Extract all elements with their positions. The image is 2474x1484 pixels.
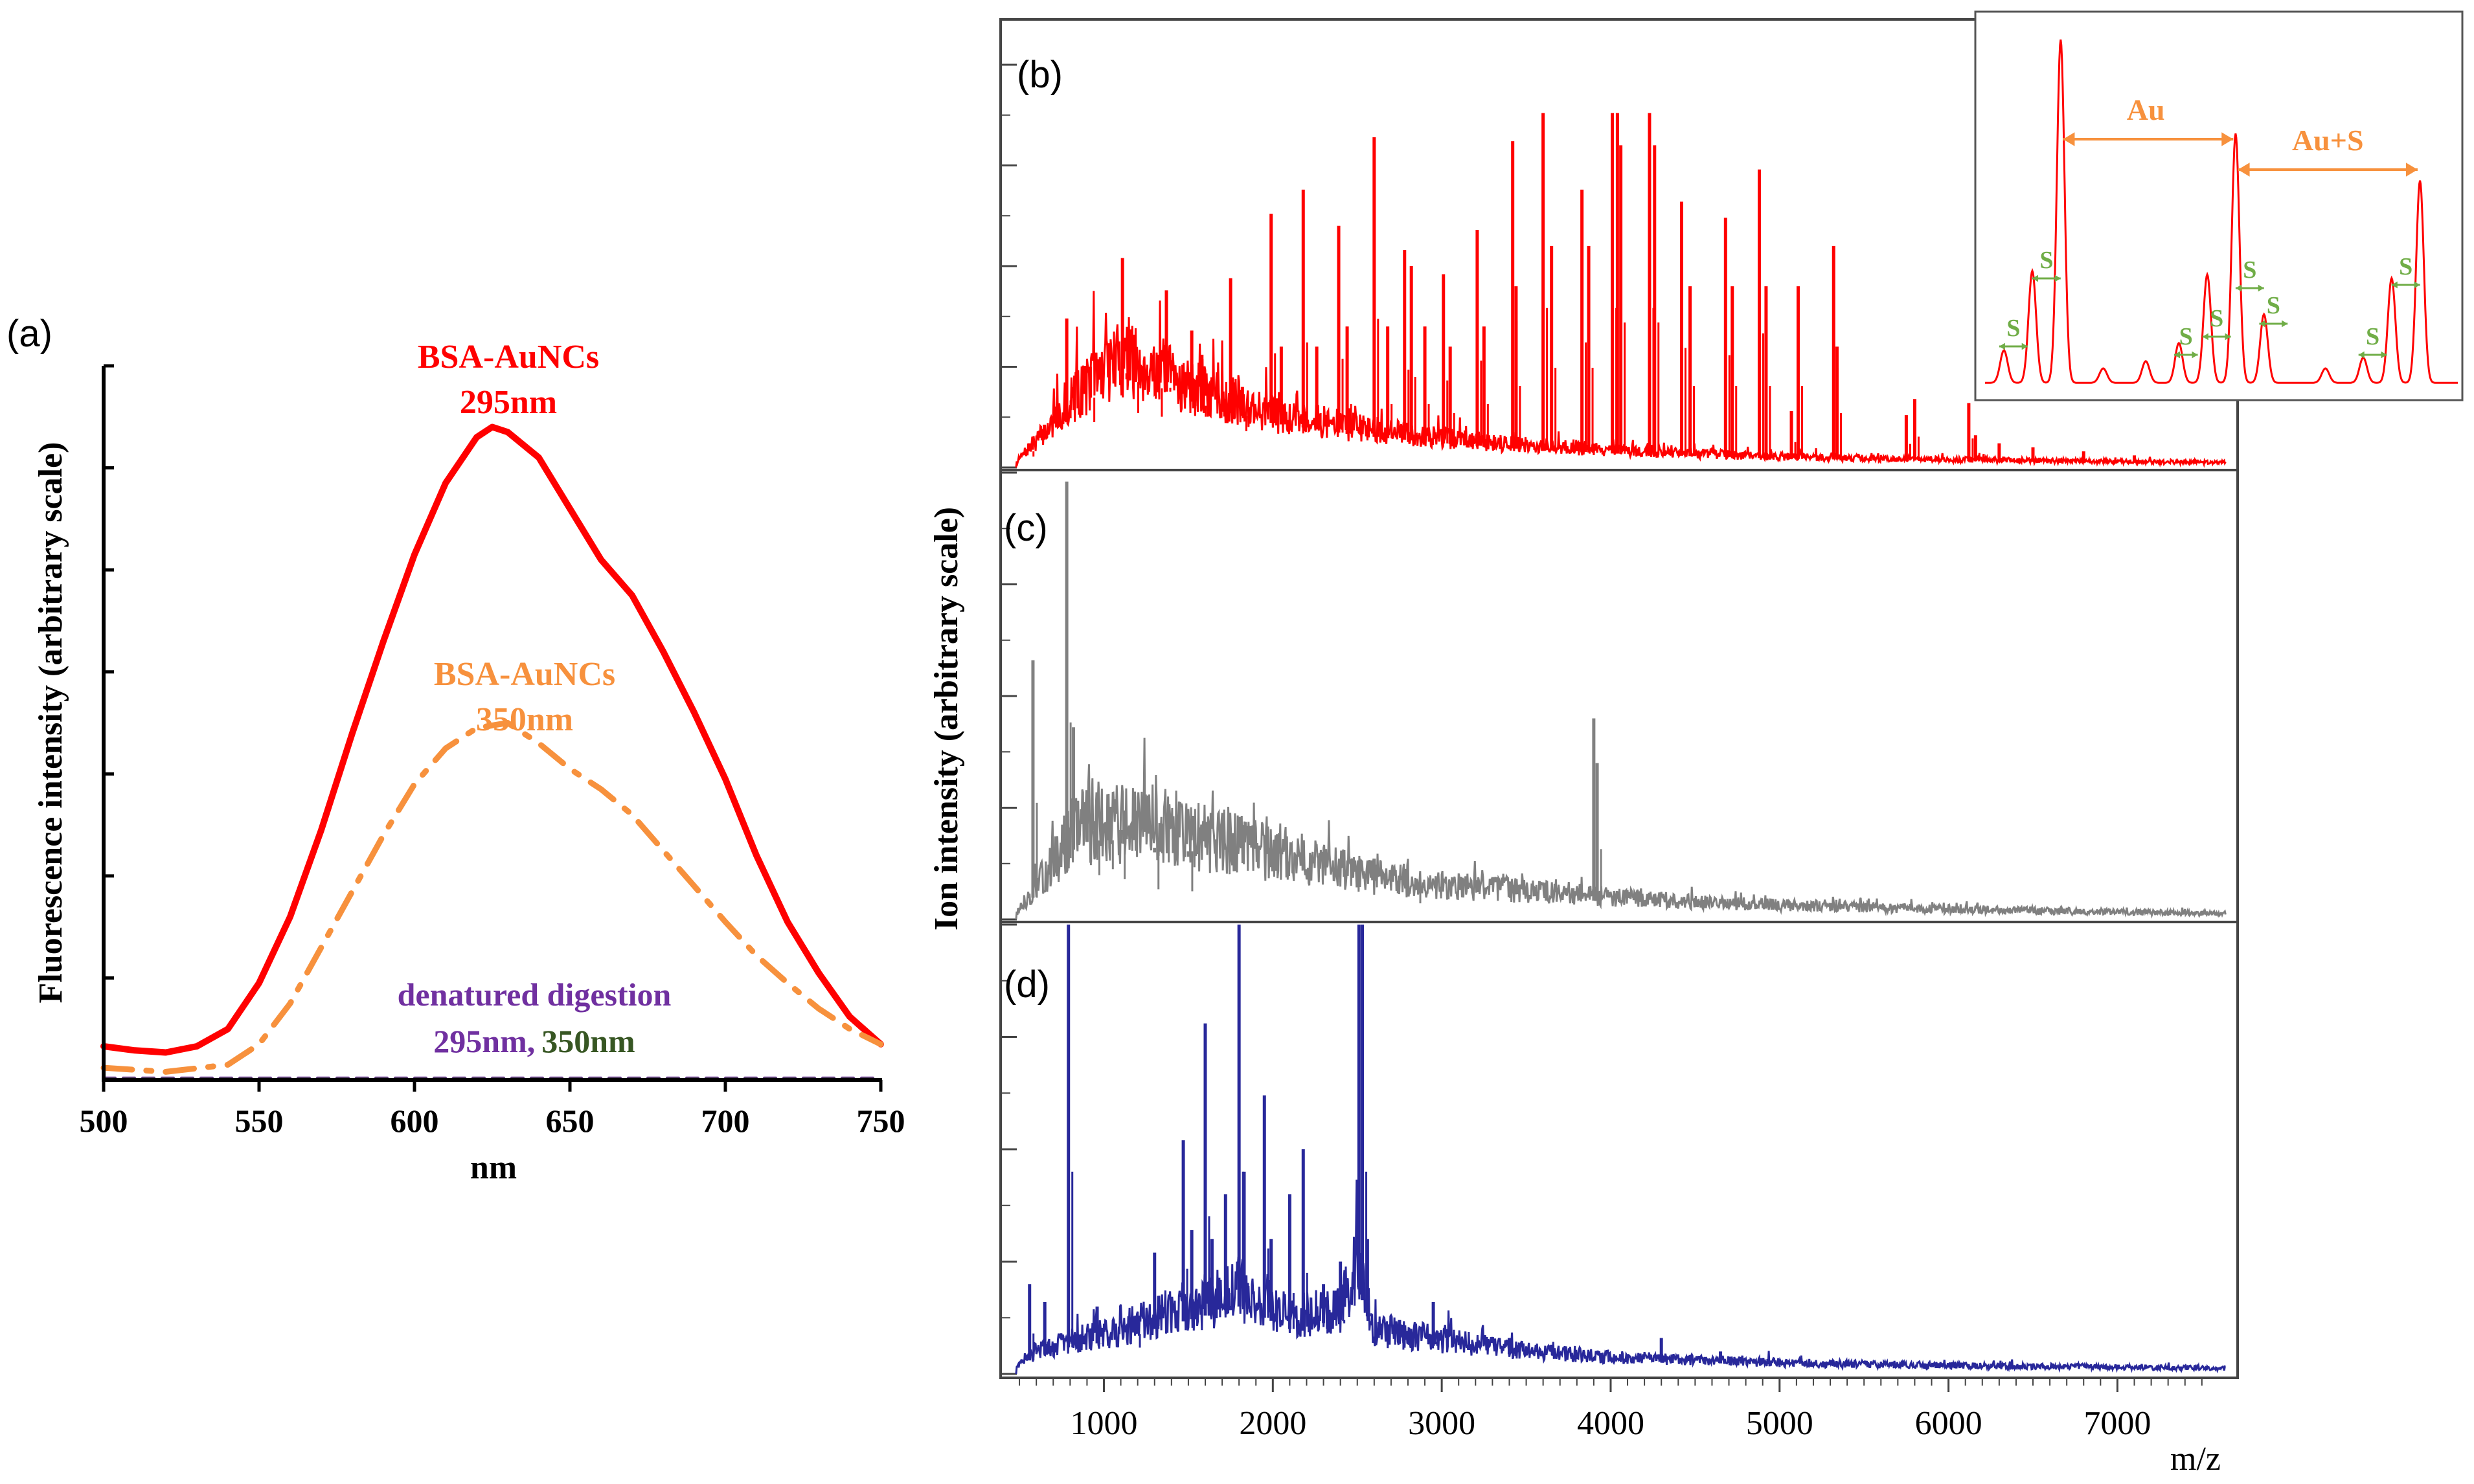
inset-s-label-7: S — [2399, 253, 2412, 280]
panel-d-label: (d) — [1004, 963, 1050, 1006]
panel-c-noise — [1015, 737, 2227, 920]
panel-b-noise — [1015, 291, 2227, 468]
panel-a-label: (a) — [6, 313, 52, 355]
inset-s-arrow-7-head-right — [2414, 281, 2420, 289]
panel-a-series-1 — [100, 720, 884, 1075]
panel-a-series-0 — [100, 423, 884, 1056]
panel-d-y-ticks — [1001, 923, 1017, 1375]
panel-d-x-tick-label: 4000 — [1577, 1405, 1644, 1442]
inset-s-arrow-5-head-left — [2259, 320, 2265, 328]
inset-s-label-5: S — [2267, 292, 2280, 319]
panel-a-x-tick-label: 650 — [546, 1103, 595, 1139]
inset-trace — [1985, 39, 2458, 384]
inset-s-arrow-6-head-right — [2381, 351, 2387, 359]
inset-s-label-1: S — [2039, 247, 2053, 274]
inset-s-arrow-0-head-right — [2021, 343, 2028, 350]
panel-d-x-tick-label: 7000 — [2083, 1405, 2151, 1442]
label-bsa-350-wavelength: 350nm — [476, 701, 573, 738]
inset-s-arrow-3-head-left — [2202, 333, 2208, 341]
inset-s-label-6: S — [2366, 323, 2379, 350]
inset-s-arrow-2-head-right — [2192, 351, 2198, 359]
panel-c-spectrum — [1015, 481, 2227, 920]
panel-b-y-ticks — [1001, 63, 1017, 469]
label-denatured-350: 350nm — [541, 1023, 635, 1059]
ion-intensity-y-label: Ion intensity (arbitrary scale) — [928, 507, 965, 930]
panel-d-noise — [1015, 1179, 2226, 1375]
inset-s-label-0: S — [2006, 315, 2020, 342]
label-bsa-295-name: BSA-AuNCs — [418, 339, 599, 376]
inset-au-label: Au — [2127, 93, 2165, 126]
panel-c-y-ticks — [1001, 471, 1017, 921]
label-bsa-295-wavelength: 295nm — [460, 384, 557, 421]
panels-bcd: (b) (c) (d) 1000 2000 3000 4000 5000 6000 7000… — [928, 10, 2464, 1478]
panel-a-x-tick-label: 750 — [857, 1103, 905, 1139]
panel-b-label: (b) — [1017, 54, 1063, 96]
panel-c-label: (c) — [1004, 507, 1048, 549]
inset-au-s-label: Au+S — [2292, 124, 2364, 157]
panel-a-x-axis-label: nm — [470, 1149, 517, 1186]
panel-a-x-tick-label: 600 — [391, 1103, 439, 1139]
inset-au-s-arrow-head-right — [2405, 163, 2418, 177]
inset-s-arrow-6-head-left — [2358, 351, 2365, 359]
panel-a-x-tick-label: 550 — [235, 1103, 284, 1139]
panel-b-spectrum — [1015, 113, 2227, 468]
label-denatured-295: 295nm, — [433, 1023, 535, 1059]
inset-s-arrow-1-head-left — [2032, 275, 2038, 282]
panel-d-spectrum — [1015, 925, 2226, 1375]
panel-d-x-tick-label: 5000 — [1746, 1405, 1813, 1442]
inset-s-arrow-4-head-left — [2235, 284, 2241, 292]
inset-s-label-3: S — [2210, 305, 2223, 332]
inset-au-arrow-head-left — [2063, 132, 2075, 146]
panel-a-x-tick-label: 700 — [701, 1103, 750, 1139]
panel-d-x-tick-label: 1000 — [1070, 1405, 1137, 1442]
inset-au-s-arrow-head-left — [2238, 163, 2250, 177]
panel-d-x-ticks: 1000 2000 3000 4000 5000 6000 7000 — [1019, 1378, 2203, 1442]
inset-s-label-4: S — [2243, 256, 2256, 284]
inset-s-label-2: S — [2179, 323, 2193, 350]
inset-s-arrow-1-head-right — [2054, 275, 2061, 282]
label-denatured-digestion: denatured digestion — [398, 976, 672, 1013]
panel-d-x-axis-label: m/z — [2170, 1441, 2221, 1478]
inset-s-arrow-2-head-left — [2174, 351, 2180, 359]
panel-a-x-tick-label: 500 — [80, 1103, 128, 1139]
label-denatured-wavelengths: 295nm, 350nm — [433, 1023, 635, 1059]
inset-s-arrow-3-head-right — [2225, 333, 2231, 341]
inset-s-arrow-4-head-right — [2258, 284, 2264, 292]
panel-d-x-tick-label: 2000 — [1239, 1405, 1306, 1442]
inset-spectrum — [1985, 39, 2458, 384]
inset-s-arrow-5-head-right — [2282, 320, 2288, 328]
panel-d-x-tick-label: 3000 — [1408, 1405, 1475, 1442]
panel-a-y-ticks — [104, 364, 114, 1082]
panel-d-x-tick-label: 6000 — [1915, 1405, 1982, 1442]
inset-frame — [1974, 10, 2464, 401]
label-bsa-350-name: BSA-AuNCs — [434, 656, 615, 693]
panel-a-y-axis-label: Fluorescence intensity (arbitrary scale) — [32, 442, 69, 1004]
panel-a: (a) 500 550 600 650 700 750 nm Fluorescence i… — [6, 313, 905, 1186]
panel-a-x-ticks: 500 550 600 650 700 750 — [80, 1080, 905, 1139]
inset-au-arrow-head-right — [2221, 132, 2234, 146]
mass-spectra-frame — [999, 18, 2239, 1379]
inset-s-arrow-7-head-left — [2391, 281, 2398, 289]
inset-s-arrow-0-head-left — [1999, 343, 2005, 350]
